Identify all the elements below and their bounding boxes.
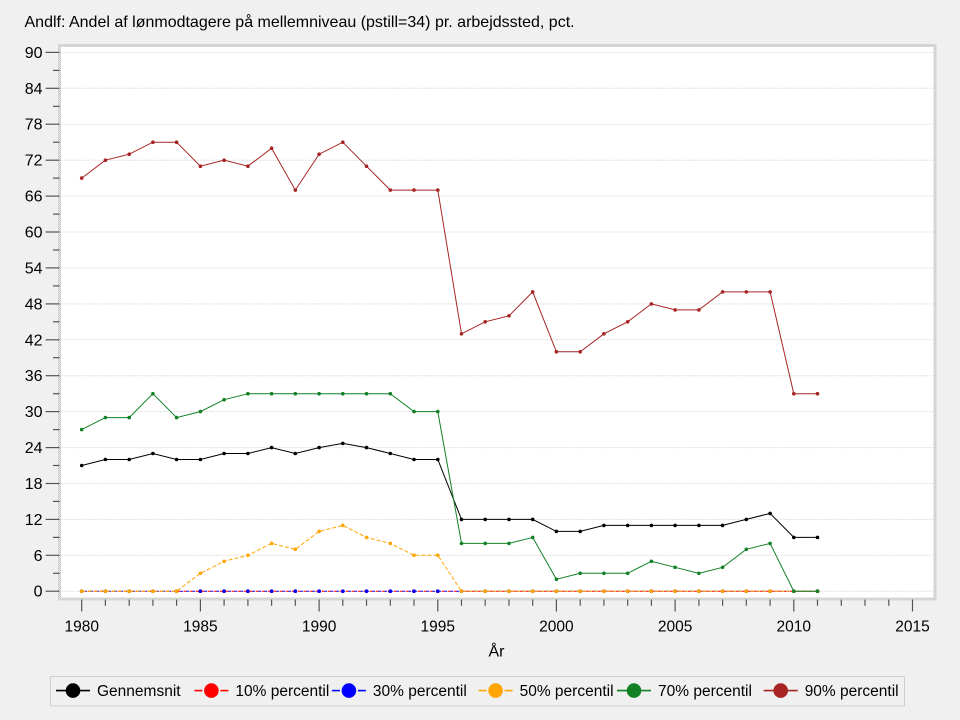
svg-text:90% percentil: 90% percentil	[805, 683, 899, 700]
svg-text:10% percentil: 10% percentil	[235, 683, 329, 700]
svg-text:1985: 1985	[183, 619, 217, 636]
svg-text:42: 42	[25, 332, 43, 349]
svg-text:60: 60	[25, 225, 43, 242]
svg-text:50% percentil: 50% percentil	[520, 683, 614, 700]
svg-text:Gennemsnit: Gennemsnit	[97, 683, 181, 700]
svg-text:18: 18	[25, 476, 43, 493]
svg-text:90: 90	[25, 45, 43, 62]
svg-text:36: 36	[25, 368, 43, 385]
svg-text:48: 48	[25, 296, 43, 313]
svg-text:78: 78	[25, 117, 43, 134]
svg-text:0: 0	[34, 584, 43, 601]
svg-text:84: 84	[25, 81, 43, 98]
svg-text:År: År	[489, 642, 506, 661]
svg-text:24: 24	[25, 440, 43, 457]
svg-text:70% percentil: 70% percentil	[658, 683, 752, 700]
svg-text:1980: 1980	[64, 619, 99, 636]
svg-text:1995: 1995	[421, 619, 455, 636]
svg-text:2005: 2005	[658, 619, 692, 636]
svg-text:1990: 1990	[302, 619, 337, 636]
svg-text:2000: 2000	[539, 619, 574, 636]
svg-text:30% percentil: 30% percentil	[373, 683, 467, 700]
svg-text:12: 12	[25, 512, 43, 529]
svg-text:2015: 2015	[895, 619, 929, 636]
svg-text:54: 54	[25, 260, 43, 277]
svg-text:66: 66	[25, 189, 43, 206]
svg-text:30: 30	[25, 404, 43, 421]
svg-text:2010: 2010	[777, 619, 812, 636]
svg-text:72: 72	[25, 153, 43, 170]
svg-text:Andlf: Andel af lønmodtagere p: Andlf: Andel af lønmodtagere på mellemni…	[25, 13, 575, 31]
svg-text:6: 6	[34, 548, 43, 565]
